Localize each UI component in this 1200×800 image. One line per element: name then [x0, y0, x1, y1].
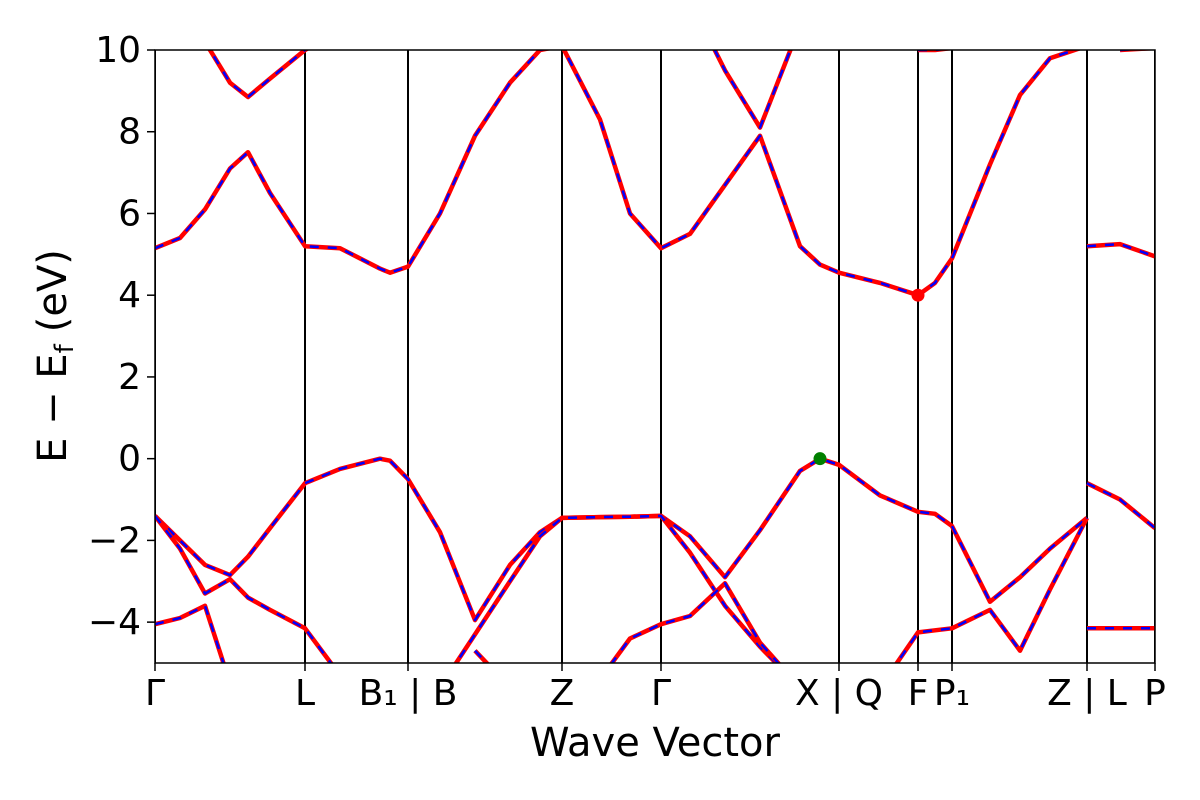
y-label-main: E − E — [30, 353, 76, 463]
y-tick-label: −2 — [88, 520, 141, 561]
x-tick-label: P₁ — [934, 673, 970, 714]
x-tick-label: P — [1144, 673, 1166, 714]
y-tick-label: 4 — [118, 275, 141, 316]
x-tick-label: Γ — [651, 673, 671, 714]
y-tick-label: 8 — [118, 112, 141, 153]
band-edge-marker — [911, 288, 925, 302]
y-tick-label: 2 — [118, 357, 141, 398]
y-tick-label: 6 — [118, 193, 141, 234]
x-tick-label: B₁ | B — [359, 673, 458, 714]
plot-area — [155, 50, 1155, 687]
x-tick-label: L — [295, 673, 315, 714]
band-dash — [155, 514, 1155, 663]
x-axis-label: Wave Vector — [530, 720, 781, 766]
x-tick-label: Γ — [145, 673, 165, 714]
band-edge-marker — [813, 452, 827, 466]
y-tick-label: 10 — [95, 30, 141, 71]
y-label-unit: (eV) — [30, 249, 76, 332]
band-line — [155, 583, 1020, 687]
band-dash — [208, 50, 1142, 129]
x-tick-label: F — [908, 673, 929, 714]
band-dash — [155, 50, 1155, 297]
y-tick-label: −4 — [88, 602, 141, 643]
x-tick-label: X | Q — [795, 673, 883, 714]
y-label-sub: f — [50, 343, 80, 353]
band-dash — [155, 457, 1155, 622]
y-tick-label: 0 — [118, 439, 141, 480]
band-dash — [155, 583, 1020, 687]
x-tick-label: Z — [550, 673, 575, 714]
plot-frame — [154, 49, 1156, 664]
x-tick-label: Z | L — [1047, 673, 1127, 714]
y-axis-label: E − Ef (eV) — [30, 249, 80, 463]
